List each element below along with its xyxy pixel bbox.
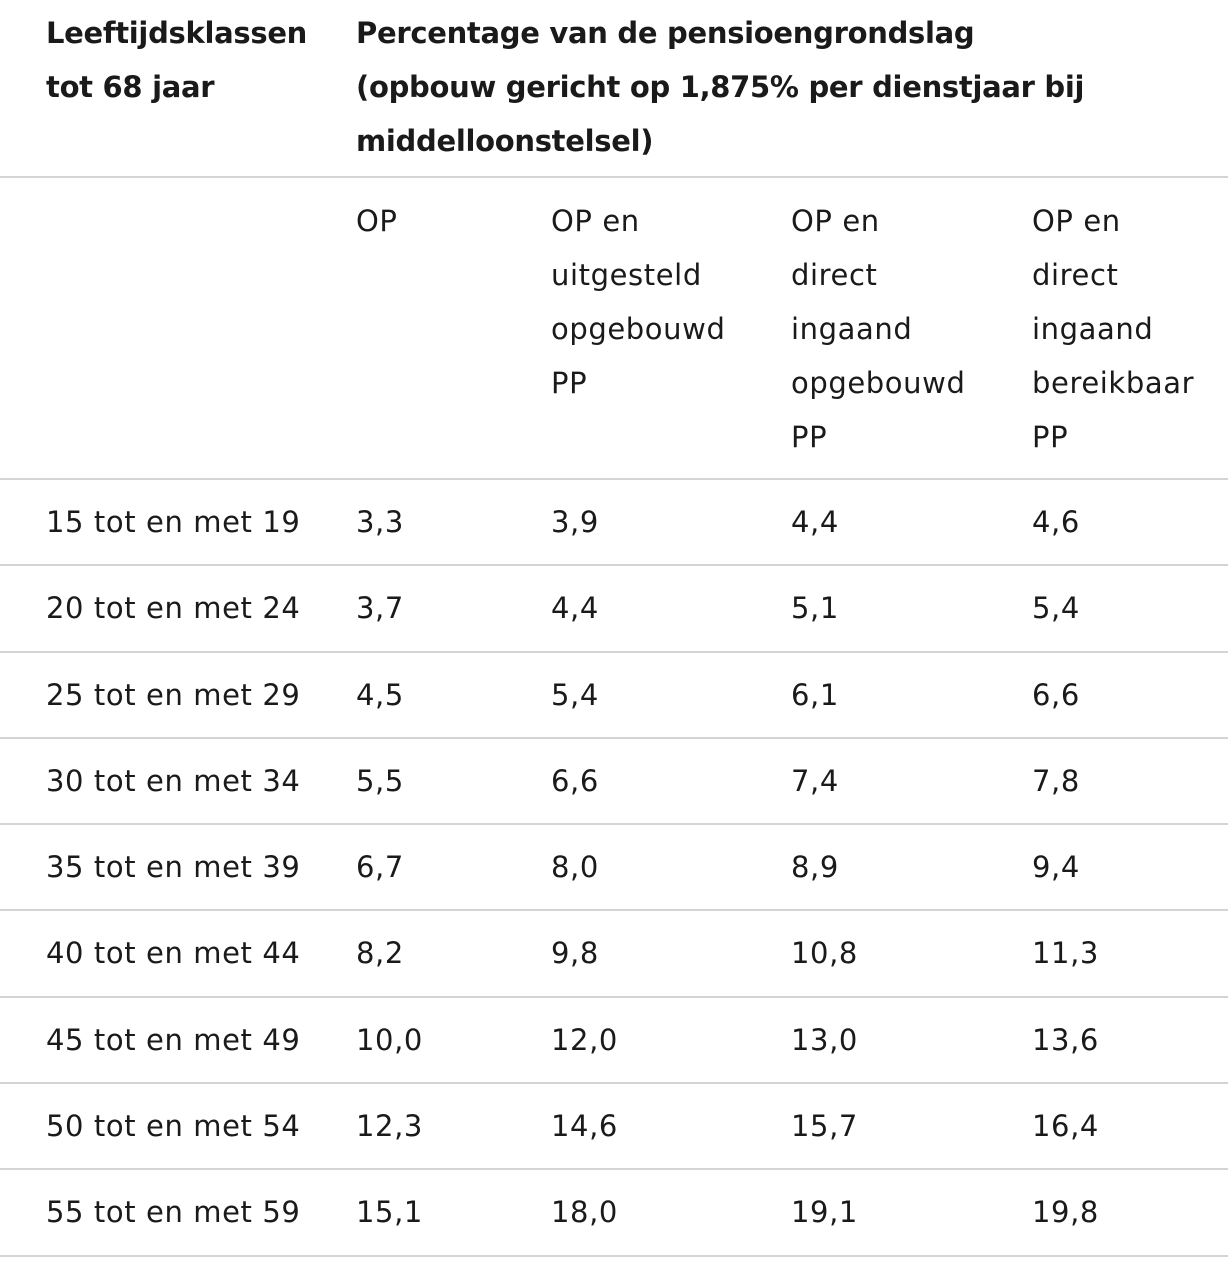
age-class-header: Leeftijdsklassen tot 68 jaar [46, 6, 336, 114]
op-uitgesteld-cell: 3,9 [551, 505, 599, 539]
age-class-cell: 20 tot en met 24 [46, 591, 301, 626]
subheader-op-direct-opgebouwd: OP en direct ingaand opgebouwd PP [791, 194, 965, 464]
table-row: 35 tot en met 39 6,7 8,0 8,9 9,4 [0, 825, 1228, 912]
percentage-header: Percentage van de pensioengrondslag (opb… [356, 6, 1216, 168]
table-row: 55 tot en met 59 15,1 18,0 19,1 19,8 [0, 1170, 1228, 1257]
age-class-cell: 50 tot en met 54 [46, 1109, 301, 1144]
subheader-line: PP [1032, 420, 1069, 454]
age-class-cell: 45 tot en met 49 [46, 1022, 301, 1057]
table-row: 50 tot en met 54 12,3 14,6 15,7 16,4 [0, 1084, 1228, 1171]
age-class-cell: 30 tot en met 34 [46, 763, 301, 798]
age-class-cell: 40 tot en met 44 [46, 936, 301, 971]
op-direct-bereikbaar-cell: 5,4 [1032, 591, 1080, 626]
op-direct-opgebouwd-cell: 19,1 [791, 1195, 858, 1230]
percentage-header-line: (opbouw gericht op 1,875% per dienstjaar… [356, 70, 1085, 104]
op-direct-bereikbaar-cell: 16,4 [1032, 1109, 1099, 1144]
op-uitgesteld-cell: 5,4 [551, 677, 599, 712]
op-uitgesteld-cell: 9,8 [551, 936, 599, 971]
subheader-line: bereikbaar [1032, 366, 1195, 400]
subheader-line: PP [551, 366, 588, 400]
subheader-op-direct-bereikbaar: OP en direct ingaand bereikbaar PP [1032, 194, 1194, 464]
subheader-op-uitgesteld: OP en uitgesteld opgebouwd PP [551, 194, 725, 410]
op-direct-opgebouwd-cell: 6,1 [791, 677, 839, 712]
table-row: 20 tot en met 24 3,7 4,4 5,1 5,4 [0, 566, 1228, 653]
op-direct-opgebouwd-cell: 7,4 [791, 763, 839, 798]
subheader-line: ingaand [791, 312, 913, 346]
table-row: 30 tot en met 34 5,5 6,6 7,4 7,8 [0, 739, 1228, 826]
subheader-line: OP [356, 204, 398, 238]
op-direct-bereikbaar-cell: 7,8 [1032, 763, 1080, 798]
subheader-line: direct [791, 258, 878, 292]
subheader-line: OP en [791, 204, 880, 238]
op-direct-opgebouwd-cell: 8,9 [791, 850, 839, 885]
subheader-line: OP en [551, 204, 640, 238]
op-cell: 6,7 [356, 850, 404, 885]
subheader-line: opgebouwd [791, 366, 966, 400]
op-direct-bereikbaar-cell: 6,6 [1032, 677, 1080, 712]
table-header-row: Leeftijdsklassen tot 68 jaar Percentage … [0, 0, 1228, 178]
subheader-line: direct [1032, 258, 1119, 292]
age-class-header-line: tot 68 jaar [46, 70, 215, 104]
subheader-line: opgebouwd [551, 312, 726, 346]
op-uitgesteld-cell: 14,6 [551, 1109, 618, 1144]
op-uitgesteld-cell: 4,4 [551, 591, 599, 626]
op-direct-bereikbaar-cell: 4,6 [1032, 505, 1080, 539]
table-row: 25 tot en met 29 4,5 5,4 6,1 6,6 [0, 653, 1228, 739]
op-uitgesteld-cell: 18,0 [551, 1195, 618, 1230]
table-row: 40 tot en met 44 8,2 9,8 10,8 11,3 [0, 911, 1228, 998]
column-subheader-row: OP OP en uitgesteld opgebouwd PP OP en d… [0, 178, 1228, 480]
subheader-line: PP [791, 420, 828, 454]
op-uitgesteld-cell: 6,6 [551, 763, 599, 798]
op-cell: 15,1 [356, 1195, 423, 1230]
percentage-header-line: Percentage van de pensioengrondslag [356, 16, 975, 50]
op-cell: 5,5 [356, 763, 404, 798]
age-class-cell: 35 tot en met 39 [46, 850, 301, 885]
op-direct-opgebouwd-cell: 10,8 [791, 936, 858, 971]
op-cell: 12,3 [356, 1109, 423, 1144]
op-direct-bereikbaar-cell: 11,3 [1032, 936, 1099, 971]
op-direct-opgebouwd-cell: 4,4 [791, 505, 839, 539]
op-uitgesteld-cell: 12,0 [551, 1022, 618, 1057]
subheader-line: OP en [1032, 204, 1121, 238]
op-cell: 4,5 [356, 677, 404, 712]
op-direct-opgebouwd-cell: 5,1 [791, 591, 839, 626]
op-direct-bereikbaar-cell: 13,6 [1032, 1022, 1099, 1057]
table-row: 45 tot en met 49 10,0 12,0 13,0 13,6 [0, 998, 1228, 1085]
age-class-cell: 55 tot en met 59 [46, 1195, 301, 1230]
age-class-cell: 15 tot en met 19 [46, 505, 301, 539]
op-cell: 10,0 [356, 1022, 423, 1057]
op-direct-opgebouwd-cell: 15,7 [791, 1109, 858, 1144]
op-direct-bereikbaar-cell: 9,4 [1032, 850, 1080, 885]
table-row: 15 tot en met 19 3,3 3,9 4,4 4,6 [0, 480, 1228, 567]
age-class-cell: 25 tot en met 29 [46, 677, 301, 712]
subheader-line: ingaand [1032, 312, 1154, 346]
subheader-line: uitgesteld [551, 258, 702, 292]
table-body: 15 tot en met 19 3,3 3,9 4,4 4,6 20 tot … [0, 480, 1228, 1257]
op-uitgesteld-cell: 8,0 [551, 850, 599, 885]
op-cell: 3,7 [356, 591, 404, 626]
op-cell: 8,2 [356, 936, 404, 971]
op-direct-opgebouwd-cell: 13,0 [791, 1022, 858, 1057]
op-direct-bereikbaar-cell: 19,8 [1032, 1195, 1099, 1230]
subheader-op: OP [356, 194, 398, 248]
age-class-header-line: Leeftijdsklassen [46, 16, 308, 50]
op-cell: 3,3 [356, 505, 404, 539]
percentage-header-line: middelloonstelsel) [356, 124, 654, 158]
